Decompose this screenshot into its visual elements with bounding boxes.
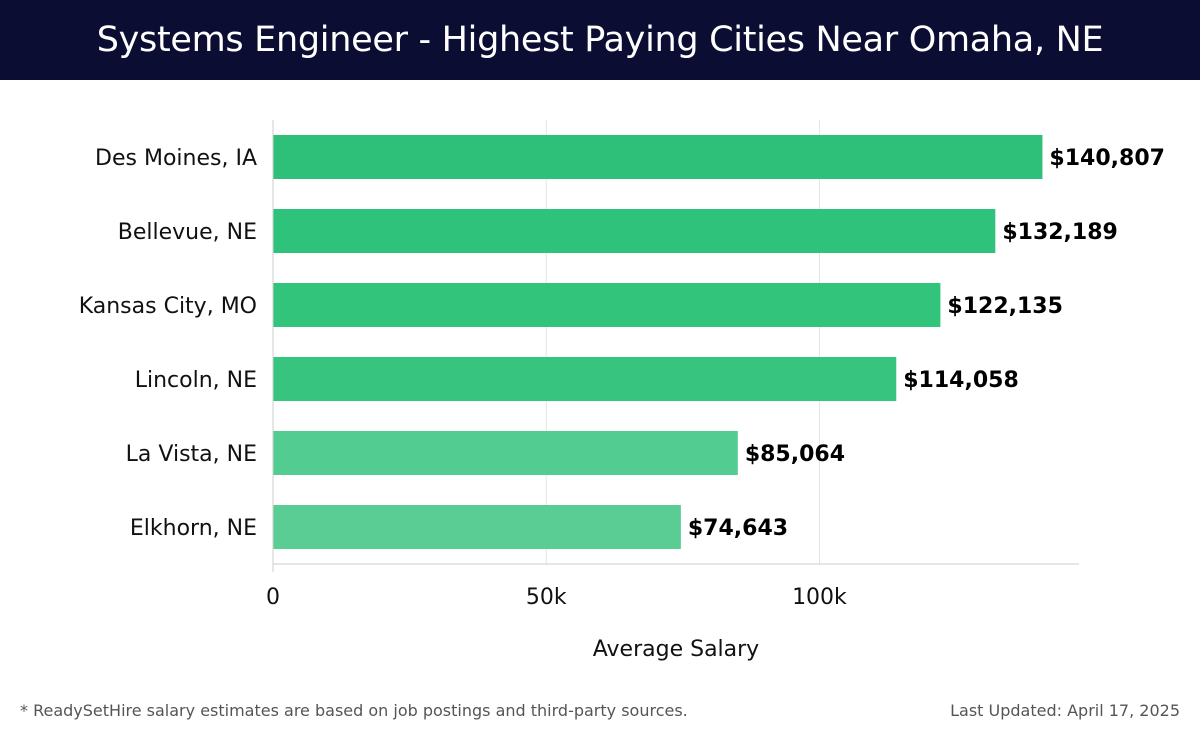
chart-title: Systems Engineer - Highest Paying Cities… bbox=[96, 20, 1104, 60]
bar bbox=[273, 135, 1043, 179]
value-label: $140,807 bbox=[1049, 146, 1165, 171]
bar-layer bbox=[273, 135, 1043, 549]
bar bbox=[273, 505, 681, 549]
value-label: $122,135 bbox=[947, 294, 1063, 319]
x-tick-label: 100k bbox=[792, 585, 847, 610]
value-label: $132,189 bbox=[1002, 220, 1118, 245]
bar bbox=[273, 431, 738, 475]
value-label: $85,064 bbox=[745, 442, 845, 467]
grid-layer bbox=[545, 120, 820, 564]
bar bbox=[273, 209, 996, 253]
x-tick-label: 0 bbox=[266, 585, 280, 610]
footnote: * ReadySetHire salary estimates are base… bbox=[20, 701, 688, 720]
x-axis-title: Average Salary bbox=[593, 637, 759, 662]
bar bbox=[273, 357, 897, 401]
value-label: $74,643 bbox=[688, 516, 788, 541]
salary-bar-chart: 0 50k 100k Des Moines, IA $140,807 Bellevue, … bbox=[79, 120, 1165, 662]
category-label: La Vista, NE bbox=[126, 442, 257, 467]
category-label: Bellevue, NE bbox=[118, 220, 257, 245]
label-layer: 0 50k 100k Des Moines, IA $140,807 Bellevue, … bbox=[79, 146, 1165, 610]
category-label: Lincoln, NE bbox=[135, 368, 257, 393]
category-label: Kansas City, MO bbox=[79, 294, 257, 319]
category-label: Elkhorn, NE bbox=[130, 516, 257, 541]
x-tick-label: 50k bbox=[526, 585, 567, 610]
chart-header: Systems Engineer - Highest Paying Cities… bbox=[0, 0, 1200, 80]
category-label: Des Moines, IA bbox=[95, 146, 257, 171]
last-updated: Last Updated: April 17, 2025 bbox=[950, 701, 1180, 720]
bar bbox=[273, 283, 941, 327]
value-label: $114,058 bbox=[903, 368, 1019, 393]
